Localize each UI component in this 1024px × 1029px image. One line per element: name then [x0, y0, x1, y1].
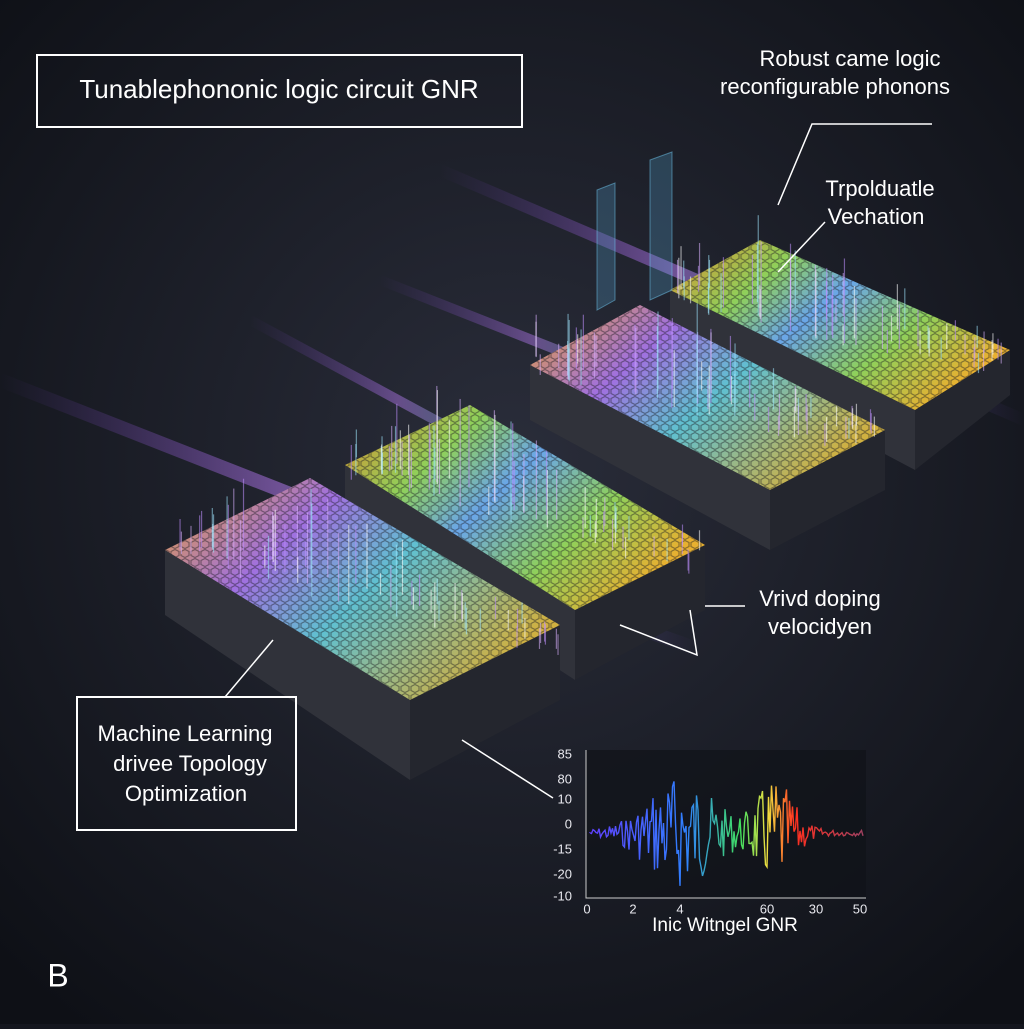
inset-x-label: Inic Witngel GNR — [652, 915, 798, 936]
phonon-spikes — [179, 215, 1002, 655]
glass-panel — [649, 151, 673, 301]
inset-x-tick-label: 2 — [629, 901, 636, 916]
inset-y-tick-label: 85 — [558, 746, 572, 761]
glass-panels — [596, 151, 673, 311]
slab-side — [165, 550, 410, 780]
inset-x-tick-label: 30 — [809, 901, 823, 916]
annotation: Machine Learning — [98, 721, 273, 746]
slab-side — [575, 545, 705, 680]
inset-x-tick-label: 50 — [853, 901, 867, 916]
annotation: Robust came logic — [760, 46, 941, 71]
slab-side — [530, 365, 770, 550]
leader-line — [777, 123, 932, 206]
slab-side — [915, 350, 1010, 470]
annotation: Optimization — [125, 781, 247, 806]
annotation: Vrivd doping — [759, 586, 880, 611]
inset-y-tick-label: -10 — [553, 888, 572, 903]
inset-x-tick-label: 4 — [676, 901, 683, 916]
inset-y-tick-label: 0 — [565, 816, 572, 831]
inset-x-tick-label: 60 — [760, 901, 774, 916]
annotation: Vechation — [828, 204, 925, 229]
slab-side — [410, 625, 560, 780]
title: Tunablephononic logic circuit GNR — [79, 74, 478, 104]
annotation: velocidyen — [768, 614, 872, 639]
annotation-box — [76, 696, 297, 831]
inset-plot: Inic Witngel GNR 85 80 10 0 -15 -20 -10 0 2 4 60 30… — [553, 746, 867, 936]
waveform — [589, 781, 864, 886]
inset-y-tick-label: -15 — [553, 841, 572, 856]
glass-panel — [596, 182, 616, 311]
lattice — [670, 240, 1010, 410]
inset-y-tick-label: -20 — [553, 866, 572, 881]
lattice — [165, 478, 560, 700]
annotation: Trpolduatle — [825, 176, 934, 201]
inset-x-tick-label: 0 — [583, 901, 590, 916]
title-box — [36, 54, 523, 128]
panel-label: B — [47, 957, 68, 993]
leader-line — [461, 739, 554, 799]
inset-axes — [585, 750, 866, 899]
slab-side — [770, 430, 885, 550]
inset-y-tick-label: 10 — [558, 791, 572, 806]
leader-line — [224, 639, 274, 698]
annotation: drivee Topology — [113, 751, 267, 776]
leader-line — [619, 609, 698, 657]
inset-y-tick-label: 80 — [558, 771, 572, 786]
leader-line — [777, 221, 826, 273]
annotation: reconfigurable phonons — [720, 74, 950, 99]
